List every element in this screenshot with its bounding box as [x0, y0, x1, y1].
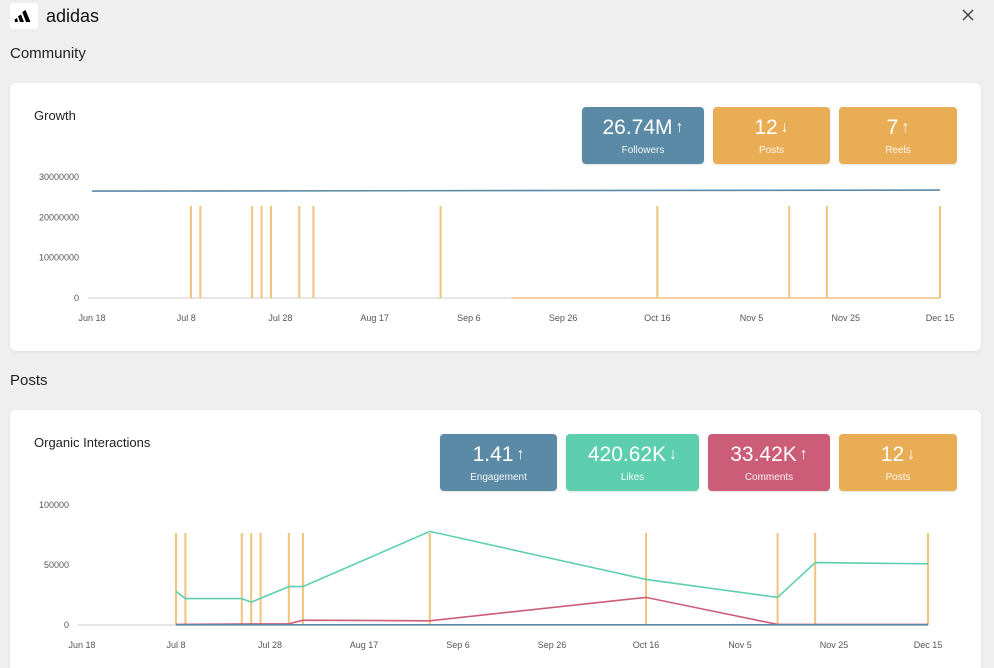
- arrow-up-icon: ↑: [799, 446, 808, 463]
- posts-value: 12: [754, 116, 778, 139]
- growth-title: Growth: [34, 108, 76, 123]
- posts-count-label: Posts: [885, 472, 911, 483]
- series-line-followers: [91, 189, 941, 192]
- arrow-up-icon: ↑: [675, 119, 684, 136]
- x-tick-label: Jul 28: [258, 640, 282, 650]
- adidas-logo-icon: [10, 3, 38, 29]
- x-tick-label: Dec 15: [926, 313, 955, 323]
- x-tick-label: Nov 5: [740, 313, 764, 323]
- x-tick-label: Aug 17: [360, 313, 389, 323]
- followers-label: Followers: [621, 145, 665, 156]
- x-tick-label: Oct 16: [644, 313, 671, 323]
- reels-value: 7: [886, 116, 899, 139]
- arrow-down-icon: ↓: [907, 446, 916, 463]
- likes-label: Likes: [620, 472, 645, 483]
- x-tick-label: Jul 28: [268, 313, 292, 323]
- community-section-title: Community: [10, 45, 86, 62]
- likes-value: 420.62K: [587, 443, 667, 466]
- likes-stat-card[interactable]: 420.62K ↓ Likes: [566, 434, 699, 491]
- y-tick-label: 0: [64, 620, 69, 630]
- close-icon[interactable]: [957, 4, 979, 26]
- y-tick-label: 20000000: [39, 212, 79, 222]
- x-tick-label: Sep 26: [538, 640, 567, 650]
- organic-interactions-card: Organic Interactions 1.41 ↑ Engagement 42…: [10, 410, 981, 668]
- engagement-stat-card[interactable]: 1.41 ↑ Engagement: [440, 434, 557, 491]
- arrow-up-icon: ↑: [901, 119, 910, 136]
- organic-interactions-title: Organic Interactions: [34, 435, 151, 450]
- x-tick-label: Nov 5: [728, 640, 752, 650]
- followers-value: 26.74M: [602, 116, 673, 139]
- engagement-label: Engagement: [470, 472, 527, 483]
- x-tick-label: Nov 25: [832, 313, 861, 323]
- y-tick-label: 50000: [44, 560, 69, 570]
- arrow-up-icon: ↑: [516, 446, 525, 463]
- x-tick-label: Jul 8: [166, 640, 185, 650]
- arrow-down-icon: ↓: [780, 119, 789, 136]
- x-tick-label: Nov 25: [820, 640, 849, 650]
- posts-section-title: Posts: [10, 372, 48, 389]
- posts-count-stat-card[interactable]: 12 ↓ Posts: [839, 434, 957, 491]
- brand-name: adidas: [46, 6, 100, 26]
- x-tick-label: Dec 15: [914, 640, 943, 650]
- x-tick-label: Sep 26: [549, 313, 578, 323]
- x-tick-label: Sep 6: [457, 313, 481, 323]
- posts-stat-card[interactable]: 12 ↓ Posts: [713, 107, 830, 164]
- comments-value: 33.42K: [730, 443, 797, 466]
- engagement-value: 1.41: [472, 443, 514, 466]
- organic-interactions-chart: 100000 50000 0 Jun 18 Jul 8 Jul 28 Aug 17 Sep 6…: [39, 500, 943, 650]
- arrow-down-icon: ↓: [669, 446, 678, 463]
- x-tick-label: Jun 18: [78, 313, 105, 323]
- top-bar: adidas: [0, 0, 994, 34]
- posts-count-value: 12: [880, 443, 905, 466]
- x-tick-label: Aug 17: [350, 640, 379, 650]
- series-line-likes: [175, 530, 929, 604]
- x-tick-label: Jul 8: [177, 313, 196, 323]
- comments-stat-card[interactable]: 33.42K ↑ Comments: [708, 434, 830, 491]
- y-tick-label: 10000000: [39, 253, 79, 263]
- y-tick-label: 0: [74, 293, 79, 303]
- y-tick-label: 100000: [39, 500, 69, 510]
- followers-stat-card[interactable]: 26.74M ↑ Followers: [582, 107, 704, 164]
- x-tick-label: Jun 18: [68, 640, 95, 650]
- posts-label: Posts: [758, 145, 784, 156]
- y-tick-label: 30000000: [39, 172, 79, 182]
- x-tick-label: Oct 16: [633, 640, 660, 650]
- growth-chart: 30000000 20000000 10000000 0 Jun 18 Jul 8 Jul …: [39, 172, 955, 323]
- comments-label: Comments: [744, 472, 794, 483]
- growth-card: Growth 26.74M ↑ Followers 12 ↓ Posts 7 ↑ Re…: [10, 83, 981, 351]
- x-tick-label: Sep 6: [446, 640, 470, 650]
- reels-stat-card[interactable]: 7 ↑ Reels: [839, 107, 957, 164]
- reels-label: Reels: [885, 145, 911, 156]
